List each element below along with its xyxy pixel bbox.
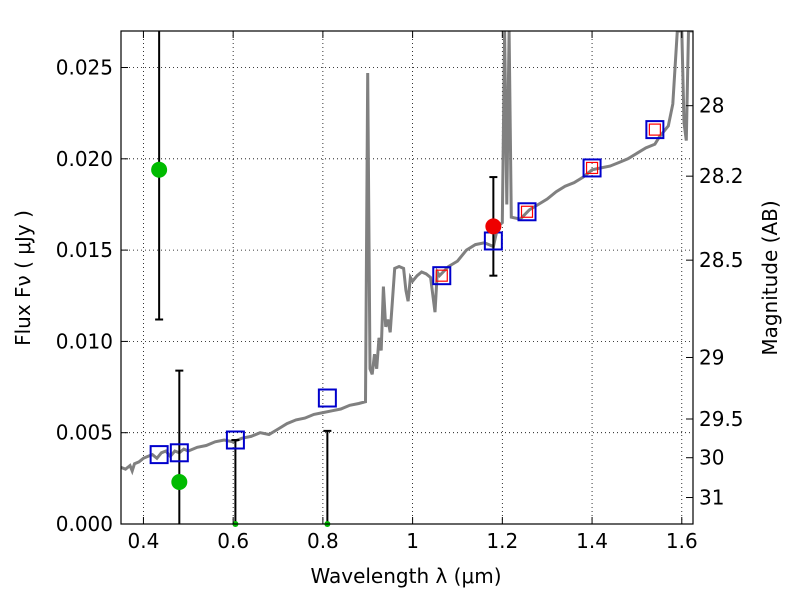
right-axis-label: Magnitude (AB) — [758, 200, 782, 355]
right-axis-tick-label: 28.5 — [699, 248, 744, 272]
model-square-marker — [225, 430, 245, 450]
right-axis-tick-label: 30 — [699, 446, 724, 470]
error-bars-group — [155, 31, 498, 524]
model-sed-line — [121, 31, 693, 476]
model-square-marker — [169, 443, 189, 463]
markers-group — [149, 120, 665, 527]
plot-frame — [120, 30, 694, 525]
observed-square-marker — [435, 269, 448, 282]
y-tick-label: 0.010 — [56, 329, 113, 353]
x-axis-label: Wavelength λ (μm) — [310, 564, 501, 588]
x-tick-label: 0.8 — [307, 529, 339, 553]
right-axis-tick-label: 31 — [699, 486, 724, 510]
right-axis-tick-label: 28.2 — [699, 164, 744, 188]
x-tick-label: 1.6 — [666, 529, 698, 553]
y-tick-label: 0.020 — [56, 147, 113, 171]
y-tick-label: 0.005 — [56, 421, 113, 445]
y-axis-label: Flux Fν ( μJy ) — [11, 210, 35, 346]
x-tick-label: 1.4 — [576, 529, 608, 553]
right-axis-tick-label: 28 — [699, 94, 724, 118]
model-square-marker — [149, 445, 169, 465]
grid-lines — [121, 31, 693, 525]
ticks-group: 0.4 0.6 0.8 1 1.2 1.4 1.6 0.000 0.005 0.010 0.015 0… — [56, 31, 744, 553]
optical-detection-marker — [151, 161, 168, 178]
model-square-marker — [582, 158, 602, 178]
observed-square-marker — [520, 205, 534, 218]
optical-detection-marker — [171, 474, 188, 491]
y-tick-label: 0.015 — [56, 238, 113, 262]
right-axis-tick-label: 29 — [699, 345, 724, 369]
observed-square-marker — [585, 161, 599, 175]
model-square-marker — [432, 266, 452, 286]
x-tick-label: 0.6 — [217, 529, 249, 553]
y-tick-label: 0.000 — [56, 512, 113, 536]
model-sed-line-group — [121, 31, 693, 476]
x-tick-label: 1 — [406, 529, 419, 553]
right-axis-tick-label: 29.5 — [699, 407, 744, 431]
x-tick-label: 1.2 — [486, 529, 518, 553]
nir-detection-marker — [485, 218, 502, 235]
observed-square-marker — [648, 123, 661, 136]
x-tick-label: 0.4 — [128, 529, 160, 553]
model-square-marker — [317, 388, 337, 408]
y-tick-label: 0.025 — [56, 56, 113, 80]
model-square-marker — [517, 202, 537, 222]
model-square-marker — [645, 120, 665, 140]
